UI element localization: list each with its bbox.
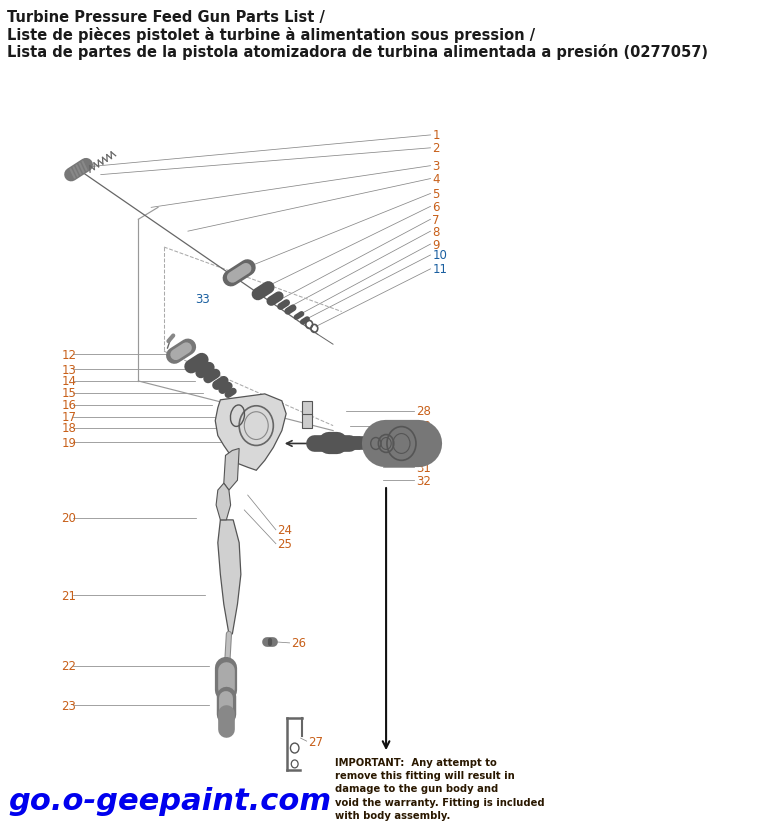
Bar [302, 401, 312, 415]
Text: IMPORTANT:  Any attempt to
remove this fitting will result in
damage to the gun : IMPORTANT: Any attempt to remove this fi… [335, 757, 545, 820]
Polygon shape [216, 483, 230, 520]
Text: 23: 23 [61, 699, 76, 712]
Text: go.o-geepaint.com: go.o-geepaint.com [8, 786, 332, 814]
Text: 32: 32 [416, 474, 431, 487]
Text: 25: 25 [277, 538, 293, 551]
Text: 11: 11 [432, 263, 447, 276]
Polygon shape [218, 520, 241, 635]
Text: 5: 5 [432, 188, 439, 201]
Bar [302, 414, 312, 428]
Text: 12: 12 [61, 349, 77, 361]
Text: 28: 28 [416, 405, 431, 418]
Text: 18: 18 [61, 421, 76, 435]
Text: 4: 4 [432, 173, 440, 186]
Text: 14: 14 [61, 375, 77, 388]
Text: 16: 16 [61, 399, 77, 412]
Text: 7: 7 [432, 213, 440, 227]
Text: 6: 6 [432, 201, 440, 214]
Text: 31: 31 [416, 461, 431, 474]
Text: 15: 15 [61, 387, 76, 400]
Polygon shape [223, 449, 239, 491]
Text: 2: 2 [432, 142, 440, 155]
Text: Lista de partes de la pistola atomizadora de turbina alimentada a presión (02770: Lista de partes de la pistola atomizador… [7, 43, 708, 59]
Text: 9: 9 [432, 238, 440, 252]
Text: 17: 17 [61, 410, 77, 424]
Text: 3: 3 [432, 160, 439, 173]
Text: 27: 27 [309, 735, 323, 747]
Text: 22: 22 [61, 660, 77, 672]
Text: 29: 29 [416, 420, 431, 432]
Text: 10: 10 [432, 249, 447, 263]
Text: 26: 26 [291, 637, 306, 650]
Text: Liste de pièces pistolet à turbine à alimentation sous pression /: Liste de pièces pistolet à turbine à ali… [7, 27, 535, 43]
Text: 19: 19 [61, 436, 77, 450]
Text: 13: 13 [61, 363, 76, 376]
Text: Turbine Pressure Feed Gun Parts List /: Turbine Pressure Feed Gun Parts List / [7, 10, 325, 25]
Text: 20: 20 [61, 512, 76, 525]
Polygon shape [215, 395, 286, 471]
Text: 33: 33 [195, 293, 210, 306]
Text: 1: 1 [432, 130, 440, 142]
Text: 30: 30 [416, 441, 431, 455]
Text: 21: 21 [61, 589, 77, 602]
Text: 24: 24 [277, 523, 293, 537]
Text: 8: 8 [432, 226, 439, 238]
